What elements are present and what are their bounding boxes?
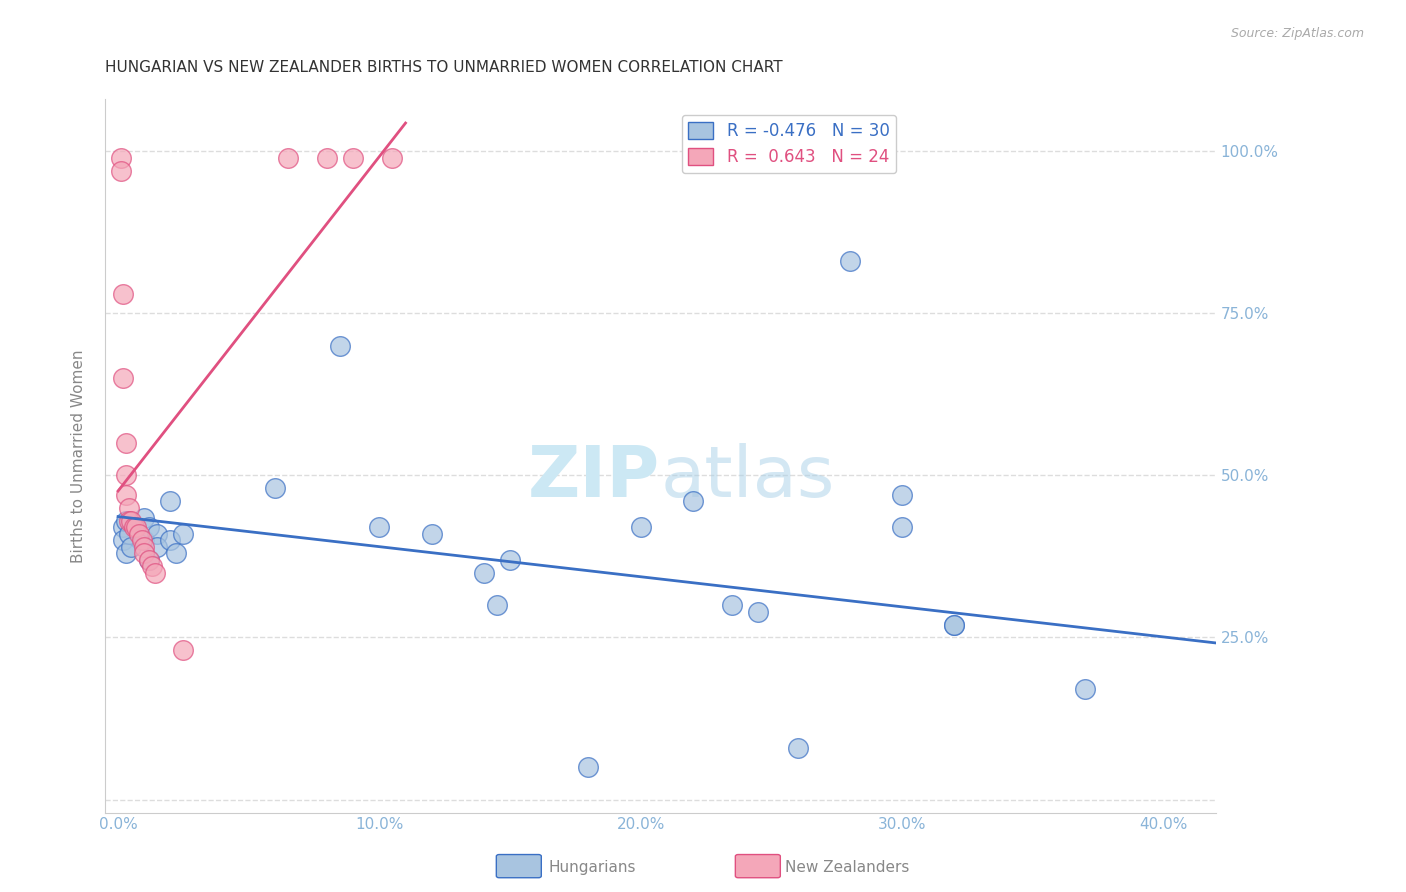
Point [891, 520, 914, 534]
Point [721, 598, 744, 612]
Text: HUNGARIAN VS NEW ZEALANDER BIRTHS TO UNMARRIED WOMEN CORRELATION CHART: HUNGARIAN VS NEW ZEALANDER BIRTHS TO UNM… [105, 60, 783, 75]
Point [112, 286, 135, 301]
Point [838, 254, 860, 268]
Point [943, 617, 966, 632]
Point [146, 540, 169, 554]
Point [115, 488, 138, 502]
Point [122, 520, 145, 534]
Point [1074, 682, 1097, 697]
Point [110, 163, 132, 178]
Point [682, 494, 704, 508]
Point [134, 510, 156, 524]
Point [172, 643, 194, 657]
Point [125, 520, 148, 534]
Point [138, 552, 160, 566]
Point [943, 617, 966, 632]
Point [342, 151, 364, 165]
Text: atlas: atlas [661, 442, 835, 512]
Point [159, 494, 181, 508]
Point [630, 520, 652, 534]
Point [134, 533, 156, 548]
Point [499, 552, 522, 566]
Point [138, 520, 160, 534]
Point [115, 514, 138, 528]
Text: ZIP: ZIP [529, 442, 661, 512]
Point [747, 605, 769, 619]
Point [172, 526, 194, 541]
Point [485, 598, 508, 612]
Point [891, 488, 914, 502]
Point [112, 533, 135, 548]
Point [329, 339, 352, 353]
Y-axis label: Births to Unmarried Women: Births to Unmarried Women [72, 349, 86, 563]
Point [115, 468, 138, 483]
Point [115, 546, 138, 560]
Point [110, 151, 132, 165]
Point [117, 526, 139, 541]
Point [578, 760, 600, 774]
Point [115, 436, 138, 450]
Point [368, 520, 391, 534]
Point [472, 566, 495, 580]
Point [143, 566, 166, 580]
Point [138, 552, 160, 566]
Text: Source: ZipAtlas.com: Source: ZipAtlas.com [1230, 27, 1364, 40]
Legend: R = -0.476   N = 30, R =  0.643   N = 24: R = -0.476 N = 30, R = 0.643 N = 24 [682, 115, 897, 173]
Point [146, 526, 169, 541]
Point [141, 559, 163, 574]
Text: Hungarians: Hungarians [548, 861, 636, 875]
Point [420, 526, 443, 541]
Point [277, 151, 299, 165]
Point [786, 740, 808, 755]
Point [117, 500, 139, 515]
Point [159, 533, 181, 548]
Point [112, 520, 135, 534]
Point [131, 533, 153, 548]
Point [316, 151, 339, 165]
Point [134, 546, 156, 560]
Point [134, 540, 156, 554]
Point [117, 514, 139, 528]
Point [120, 514, 142, 528]
Point [112, 371, 135, 385]
Point [128, 526, 150, 541]
Point [263, 482, 285, 496]
Text: New Zealanders: New Zealanders [785, 861, 908, 875]
Point [120, 540, 142, 554]
Point [165, 546, 187, 560]
Point [381, 151, 404, 165]
